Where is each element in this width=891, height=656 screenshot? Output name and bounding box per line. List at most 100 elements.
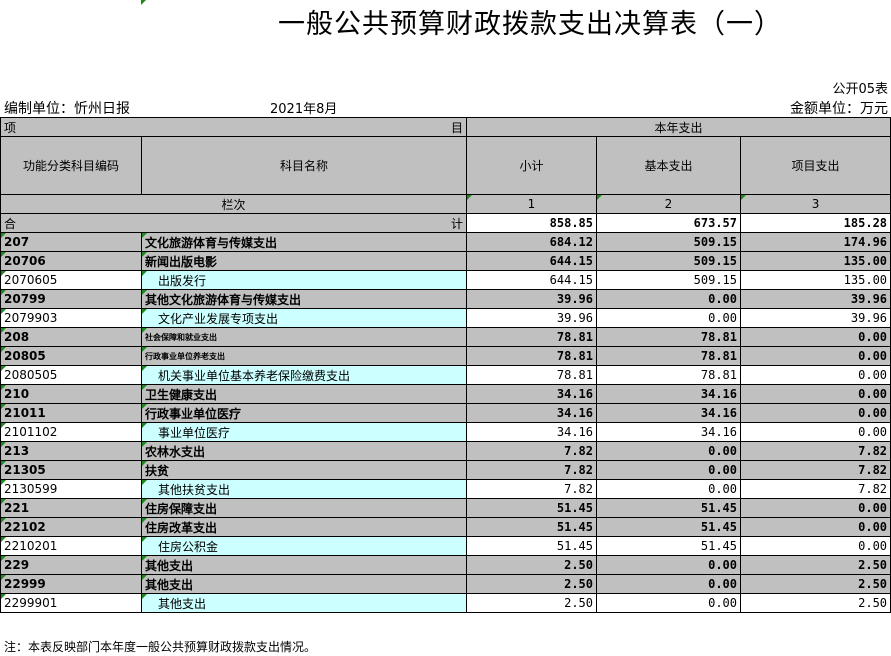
basic-cell[interactable]: 0.00	[596, 308, 741, 328]
subtotal-cell[interactable]: 51.45	[466, 536, 597, 556]
name-cell[interactable]: 其他支出	[141, 555, 467, 575]
project-cell[interactable]: 0.00	[739, 498, 891, 518]
code-cell[interactable]: 210	[0, 384, 142, 404]
project-cell[interactable]: 0.00	[739, 365, 891, 385]
project-cell[interactable]: 0.00	[739, 517, 891, 537]
name-cell[interactable]: 其他支出	[141, 593, 467, 613]
name-cell[interactable]: 卫生健康支出	[141, 384, 467, 404]
name-cell[interactable]: 出版发行	[141, 270, 467, 290]
name-cell[interactable]: 新闻出版电影	[141, 251, 467, 271]
basic-cell[interactable]: 34.16	[596, 384, 741, 404]
project-cell[interactable]: 39.96	[739, 289, 891, 309]
code-cell[interactable]: 20805	[0, 346, 142, 366]
code-cell[interactable]: 2080505	[0, 365, 142, 385]
basic-cell[interactable]: 78.81	[596, 346, 741, 366]
project-cell[interactable]: 2.50	[739, 574, 891, 594]
code-cell[interactable]: 20799	[0, 289, 142, 309]
name-cell[interactable]: 行政事业单位医疗	[141, 403, 467, 423]
project-cell[interactable]: 0.00	[739, 403, 891, 423]
basic-cell[interactable]: 34.16	[596, 403, 741, 423]
basic-cell[interactable]: 0.00	[596, 555, 741, 575]
name-cell[interactable]: 农林水支出	[141, 441, 467, 461]
code-cell[interactable]: 21011	[0, 403, 142, 423]
name-cell[interactable]: 住房改革支出	[141, 517, 467, 537]
code-cell[interactable]: 229	[0, 555, 142, 575]
code-cell[interactable]: 2101102	[0, 422, 142, 442]
basic-cell[interactable]: 51.45	[596, 536, 741, 556]
code-cell[interactable]: 213	[0, 441, 142, 461]
basic-cell[interactable]: 78.81	[596, 327, 741, 347]
code-cell[interactable]: 20706	[0, 251, 142, 271]
project-cell[interactable]: 0.00	[739, 422, 891, 442]
subtotal-cell[interactable]: 51.45	[466, 517, 597, 537]
name-cell[interactable]: 扶贫	[141, 460, 467, 480]
project-cell[interactable]: 2.50	[739, 593, 891, 613]
subtotal-cell[interactable]: 644.15	[466, 251, 597, 271]
basic-cell[interactable]: 51.45	[596, 498, 741, 518]
project-cell[interactable]: 0.00	[739, 536, 891, 556]
basic-cell[interactable]: 0.00	[596, 460, 741, 480]
code-cell[interactable]: 22999	[0, 574, 142, 594]
name-cell[interactable]: 文化产业发展专项支出	[141, 308, 467, 328]
subtotal-cell[interactable]: 7.82	[466, 479, 597, 499]
subtotal-cell[interactable]: 684.12	[466, 232, 597, 252]
name-cell[interactable]: 文化旅游体育与传媒支出	[141, 232, 467, 252]
name-cell[interactable]: 社会保障和就业支出	[141, 327, 467, 347]
subtotal-cell[interactable]: 7.82	[466, 460, 597, 480]
code-cell[interactable]: 221	[0, 498, 142, 518]
basic-cell[interactable]: 509.15	[596, 251, 741, 271]
name-cell[interactable]: 行政事业单位养老支出	[141, 346, 467, 366]
subtotal-cell[interactable]: 78.81	[466, 346, 597, 366]
project-cell[interactable]: 0.00	[739, 384, 891, 404]
basic-cell[interactable]: 509.15	[596, 270, 741, 290]
name-cell[interactable]: 机关事业单位基本养老保险缴费支出	[141, 365, 467, 385]
subtotal-cell[interactable]: 2.50	[466, 593, 597, 613]
code-cell[interactable]: 207	[0, 232, 142, 252]
code-cell[interactable]: 2079903	[0, 308, 142, 328]
total-basic[interactable]: 673.57	[596, 213, 741, 233]
basic-cell[interactable]: 0.00	[596, 441, 741, 461]
subtotal-cell[interactable]: 2.50	[466, 555, 597, 575]
code-cell[interactable]: 21305	[0, 460, 142, 480]
basic-cell[interactable]: 0.00	[596, 479, 741, 499]
name-cell[interactable]: 其他扶贫支出	[141, 479, 467, 499]
project-cell[interactable]: 135.00	[739, 270, 891, 290]
subtotal-cell[interactable]: 78.81	[466, 365, 597, 385]
code-cell[interactable]: 208	[0, 327, 142, 347]
project-cell[interactable]: 0.00	[739, 327, 891, 347]
code-cell[interactable]: 2210201	[0, 536, 142, 556]
name-cell[interactable]: 事业单位医疗	[141, 422, 467, 442]
project-cell[interactable]: 174.96	[739, 232, 891, 252]
basic-cell[interactable]: 0.00	[596, 574, 741, 594]
project-cell[interactable]: 0.00	[739, 346, 891, 366]
project-cell[interactable]: 135.00	[739, 251, 891, 271]
subtotal-cell[interactable]: 34.16	[466, 422, 597, 442]
name-cell[interactable]: 住房保障支出	[141, 498, 467, 518]
total-subtotal[interactable]: 858.85	[466, 213, 597, 233]
subtotal-cell[interactable]: 34.16	[466, 403, 597, 423]
basic-cell[interactable]: 509.15	[596, 232, 741, 252]
code-cell[interactable]: 22102	[0, 517, 142, 537]
basic-cell[interactable]: 51.45	[596, 517, 741, 537]
total-project[interactable]: 185.28	[739, 213, 891, 233]
name-cell[interactable]: 其他支出	[141, 574, 467, 594]
project-cell[interactable]: 39.96	[739, 308, 891, 328]
name-cell[interactable]: 其他文化旅游体育与传媒支出	[141, 289, 467, 309]
code-cell[interactable]: 2130599	[0, 479, 142, 499]
code-cell[interactable]: 2070605	[0, 270, 142, 290]
basic-cell[interactable]: 78.81	[596, 365, 741, 385]
subtotal-cell[interactable]: 39.96	[466, 289, 597, 309]
basic-cell[interactable]: 0.00	[596, 289, 741, 309]
subtotal-cell[interactable]: 39.96	[466, 308, 597, 328]
code-cell[interactable]: 2299901	[0, 593, 142, 613]
project-cell[interactable]: 7.82	[739, 479, 891, 499]
subtotal-cell[interactable]: 7.82	[466, 441, 597, 461]
project-cell[interactable]: 7.82	[739, 460, 891, 480]
basic-cell[interactable]: 34.16	[596, 422, 741, 442]
project-cell[interactable]: 7.82	[739, 441, 891, 461]
subtotal-cell[interactable]: 2.50	[466, 574, 597, 594]
basic-cell[interactable]: 0.00	[596, 593, 741, 613]
subtotal-cell[interactable]: 51.45	[466, 498, 597, 518]
name-cell[interactable]: 住房公积金	[141, 536, 467, 556]
subtotal-cell[interactable]: 34.16	[466, 384, 597, 404]
